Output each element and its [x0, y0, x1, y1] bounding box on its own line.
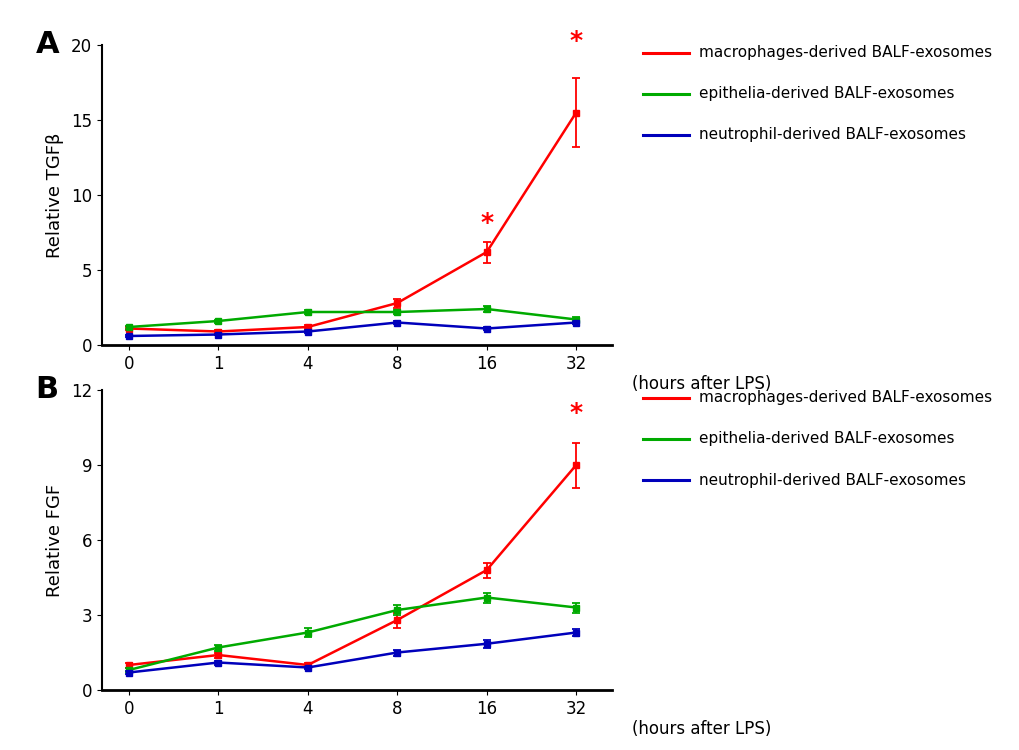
Text: (hours after LPS): (hours after LPS): [632, 375, 771, 393]
Y-axis label: Relative TGFβ: Relative TGFβ: [46, 132, 64, 258]
Text: epithelia-derived BALF-exosomes: epithelia-derived BALF-exosomes: [698, 431, 953, 446]
Text: macrophages-derived BALF-exosomes: macrophages-derived BALF-exosomes: [698, 45, 990, 60]
Text: B: B: [36, 375, 59, 404]
Text: *: *: [480, 211, 493, 236]
Y-axis label: Relative FGF: Relative FGF: [46, 484, 64, 596]
Text: neutrophil-derived BALF-exosomes: neutrophil-derived BALF-exosomes: [698, 128, 965, 142]
Text: *: *: [569, 28, 582, 53]
Text: A: A: [36, 30, 59, 59]
Text: epithelia-derived BALF-exosomes: epithelia-derived BALF-exosomes: [698, 86, 953, 101]
Text: *: *: [569, 400, 582, 424]
Text: (hours after LPS): (hours after LPS): [632, 720, 771, 738]
Text: neutrophil-derived BALF-exosomes: neutrophil-derived BALF-exosomes: [698, 472, 965, 488]
Text: macrophages-derived BALF-exosomes: macrophages-derived BALF-exosomes: [698, 390, 990, 405]
